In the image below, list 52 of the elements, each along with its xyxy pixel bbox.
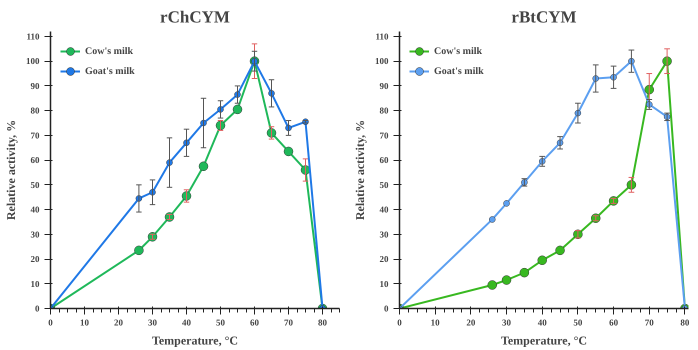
x-tick-label: 80 [318,318,328,328]
x-tick-label: 40 [538,318,548,328]
x-tick-label: 20 [466,318,476,328]
legend-label: Cow's milk [85,46,134,56]
y-tick-label: 70 [380,130,389,140]
legend-label: Goat's milk [434,66,484,76]
y-tick-label: 110 [375,31,389,42]
x-axis-title: Temperature, °C [500,334,588,348]
x-tick-label: 30 [148,318,158,328]
y-tick-label: 0 [35,304,40,314]
y-tick-label: 10 [30,278,40,289]
y-tick-label: 70 [30,130,40,140]
y-tick-label: 90 [30,80,40,91]
x-tick-label: 60 [250,318,260,328]
y-tick-label: 60 [380,155,389,166]
y-axis-title: Relative activity, % [353,120,367,220]
x-tick-label: 10 [430,318,440,328]
x-tick-label: 80 [680,318,690,328]
y-tick-label: 100 [375,56,389,66]
x-tick-label: 10 [80,318,90,328]
y-tick-label: 80 [380,106,389,116]
chart-title: rBtCYM [511,8,577,26]
x-tick-label: 70 [644,318,654,328]
y-axis-title: Relative activity, % [4,120,18,220]
y-tick-label: 50 [380,180,389,190]
y-tick-label: 110 [26,31,40,42]
y-tick-label: 90 [380,80,389,91]
legend-label: Goat's milk [85,66,135,76]
x-tick-label: 20 [114,318,124,328]
x-tick-label: 30 [502,318,512,328]
x-axis-title: Temperature, °C [152,334,238,348]
y-tick-label: 0 [384,304,389,314]
y-tick-label: 100 [26,56,40,66]
x-tick-label: 0 [48,318,54,328]
y-tick-label: 80 [30,106,40,116]
y-tick-label: 40 [30,204,40,215]
x-tick-label: 0 [397,318,402,328]
y-tick-label: 60 [30,155,40,166]
legend-label: Cow's milk [434,46,482,56]
y-tick-label: 40 [380,204,389,215]
y-tick-label: 20 [30,254,40,264]
x-tick-label: 40 [182,318,192,328]
x-tick-label: 50 [573,318,583,328]
y-tick-label: 20 [380,254,389,264]
x-tick-label: 60 [609,318,619,328]
y-tick-label: 30 [30,229,40,240]
x-tick-label: 50 [216,318,226,328]
y-tick-label: 50 [30,180,40,190]
y-tick-label: 10 [380,278,389,289]
y-tick-label: 30 [380,229,389,240]
chart-title: rChCYM [160,8,230,26]
x-tick-label: 70 [284,318,294,328]
